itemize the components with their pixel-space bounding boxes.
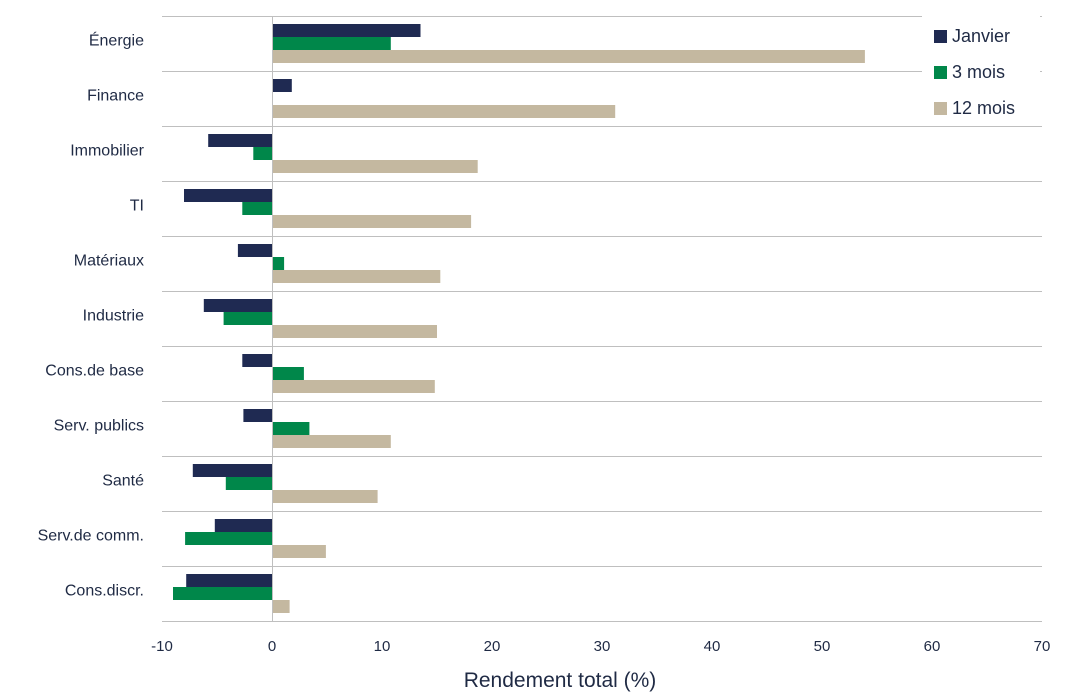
category-label: Énergie [89, 31, 144, 50]
bar [192, 464, 272, 477]
bar [242, 354, 272, 367]
x-tick-label: -10 [151, 638, 173, 655]
x-tick-label: 60 [924, 638, 941, 655]
legend-swatch [934, 102, 947, 115]
legend: Janvier 3 mois 12 mois [922, 16, 1040, 124]
bar [208, 134, 272, 147]
category-label: Cons.de base [45, 363, 144, 380]
category-label: Matériaux [74, 253, 144, 270]
bar [184, 189, 272, 202]
x-tick-label: 50 [814, 638, 831, 655]
x-tick-labels: -10 0 10 20 30 40 50 60 70 [151, 638, 1050, 655]
legend-swatch [934, 30, 947, 43]
bar [203, 299, 272, 312]
bar [272, 79, 292, 92]
category-label: Immobilier [70, 143, 144, 160]
bar [186, 574, 272, 587]
bar [272, 545, 326, 558]
bars [173, 24, 865, 613]
bar [272, 257, 285, 270]
x-tick-label: 10 [374, 638, 391, 655]
category-label: TI [130, 198, 144, 215]
bar [272, 160, 478, 173]
bar [272, 215, 472, 228]
bar [272, 380, 435, 393]
x-tick-label: 30 [594, 638, 611, 655]
bar [272, 435, 391, 448]
bar [272, 367, 304, 380]
legend-label: Janvier [952, 26, 1010, 46]
bar [242, 202, 272, 215]
x-tick-label: 40 [704, 638, 721, 655]
category-labels: Énergie Finance Immobilier TI Matériaux Indus… [38, 31, 145, 600]
bar [272, 270, 441, 283]
legend-swatch [934, 66, 947, 79]
bar [272, 37, 391, 50]
bar [225, 477, 272, 490]
bar [243, 409, 272, 422]
bar [272, 600, 290, 613]
x-tick-label: 0 [268, 638, 276, 655]
bar [272, 490, 378, 503]
bar [214, 519, 272, 532]
category-label: Finance [87, 88, 144, 105]
bar [272, 105, 616, 118]
category-label: Serv.de comm. [38, 528, 144, 545]
category-label: Industrie [83, 308, 144, 325]
bar [272, 50, 865, 63]
x-tick-label: 70 [1034, 638, 1051, 655]
bar [272, 325, 437, 338]
bar [272, 24, 421, 37]
category-label: Cons.discr. [65, 583, 144, 600]
bar [237, 244, 272, 257]
legend-label: 12 mois [952, 98, 1015, 118]
bar [173, 587, 272, 600]
category-label: Serv. publics [54, 418, 144, 435]
x-axis-title: Rendement total (%) [464, 669, 657, 692]
gridlines [162, 16, 1042, 622]
x-tick-label: 20 [484, 638, 501, 655]
bar [253, 147, 272, 160]
bar [272, 422, 310, 435]
legend-label: 3 mois [952, 62, 1005, 82]
bar [185, 532, 272, 545]
category-label: Santé [102, 473, 144, 490]
bar [223, 312, 272, 325]
